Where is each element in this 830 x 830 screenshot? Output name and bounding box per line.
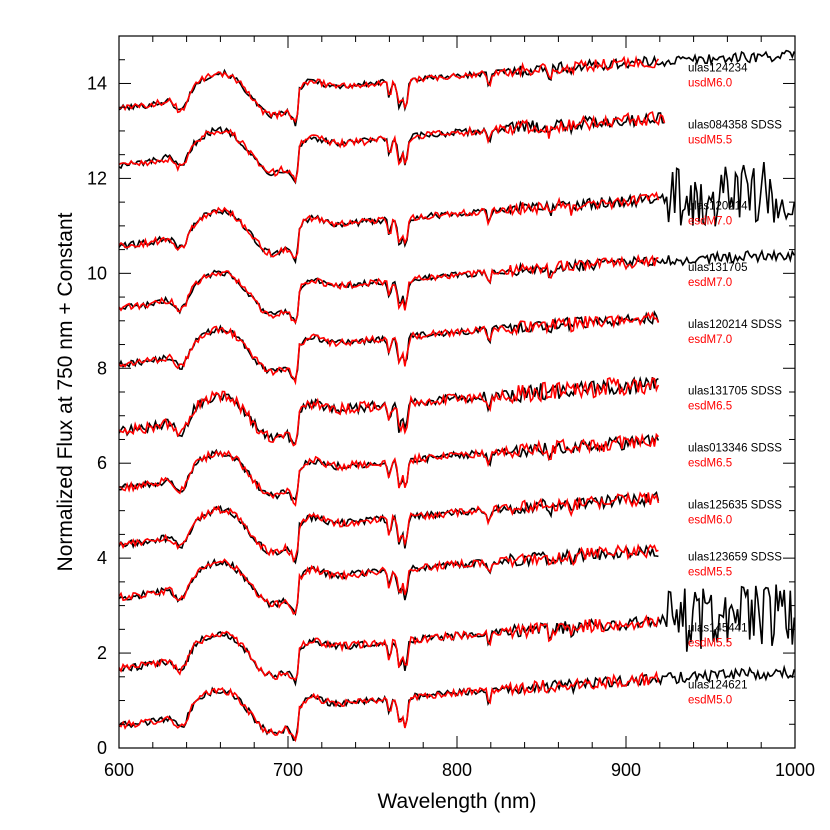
object-name-label: ulas131705 SDSS (688, 385, 782, 397)
y-tick-label: 10 (87, 263, 107, 283)
x-axis-title: Wavelength (nm) (377, 790, 536, 813)
axis-ticks: 600 700 800 900 1000 0 2 4 6 8 10 12 14 (87, 35, 815, 780)
template-name-label: esdM7.0 (688, 215, 732, 227)
y-tick-label: 14 (87, 73, 107, 93)
x-tick-label: 600 (104, 760, 134, 780)
template-spectrum-line (119, 490, 660, 563)
y-tick-label: 2 (97, 643, 107, 663)
template-spectrum-line (119, 376, 660, 447)
template-name-label: esdM6.5 (688, 457, 732, 469)
y-tick-label: 6 (97, 453, 107, 473)
template-name-label: esdM7.0 (688, 334, 732, 346)
template-spectrum-line (119, 191, 660, 259)
template-name-label: esdM6.5 (688, 400, 732, 412)
object-name-label: ulas125635 SDSS (688, 499, 782, 511)
template-name-label: esdM5.5 (688, 567, 732, 579)
template-name-label: usdM6.0 (688, 78, 732, 90)
spectrum-labels: ulas124234 usdM6.0 ulas084358 SDSS usdM5.5 u… (688, 63, 782, 707)
template-spectrum-line (119, 55, 660, 124)
template-spectrum-line (119, 311, 660, 386)
template-name-label: esdM6.0 (688, 514, 732, 526)
template-name-label: esdM5.5 (688, 638, 732, 650)
object-name-label: ulas013346 SDSS (688, 442, 782, 454)
object-name-label: ulas120214 SDSS (688, 319, 782, 331)
object-name-label: ulas084358 SDSS (688, 120, 782, 132)
y-tick-label: 0 (97, 738, 107, 758)
spectra-curves (119, 49, 795, 743)
template-spectrum-line (119, 111, 666, 185)
y-tick-label: 8 (97, 358, 107, 378)
object-name-label: ulas124621 (688, 680, 747, 692)
x-tick-label: 700 (273, 760, 303, 780)
object-name-label: ulas145441 (688, 623, 747, 635)
template-name-label: esdM5.0 (688, 695, 732, 707)
y-axis-title: Normalized Flux at 750 nm + Constant (54, 212, 77, 571)
template-spectrum-line (119, 432, 659, 507)
object-name-label: ulas123659 SDSS (688, 552, 782, 564)
object-name-label: ulas120214 (688, 200, 748, 212)
template-spectrum-line (119, 543, 659, 615)
x-tick-label: 800 (442, 760, 472, 780)
template-spectrum-line (119, 253, 659, 325)
y-tick-label: 12 (87, 168, 107, 188)
observed-spectrum-line (119, 49, 795, 127)
template-spectrum-line (119, 614, 660, 682)
template-name-label: esdM7.0 (688, 277, 732, 289)
object-name-label: ulas131705 (688, 262, 747, 274)
template-spectrum-line (119, 670, 660, 743)
x-tick-label: 1000 (775, 760, 815, 780)
template-name-label: usdM5.5 (688, 135, 732, 147)
object-name-label: ulas124234 (688, 63, 748, 75)
y-tick-label: 4 (97, 548, 107, 568)
x-tick-label: 900 (611, 760, 641, 780)
